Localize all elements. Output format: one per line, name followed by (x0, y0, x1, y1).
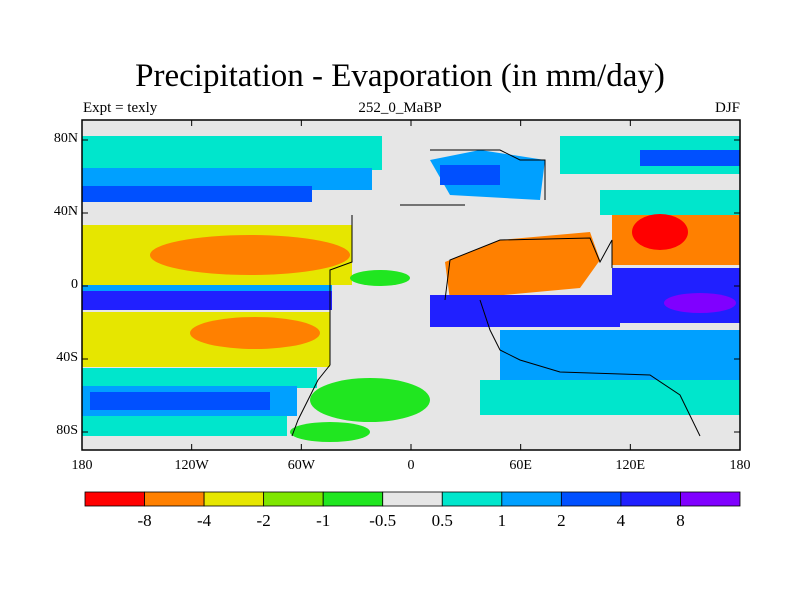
x-tick-label: 120E (615, 458, 646, 473)
coast-tethys-n (444, 237, 613, 301)
y-tick-label: 0 (71, 277, 78, 292)
blob-east-wet (632, 214, 688, 250)
field-left-ocean (82, 136, 382, 436)
blob-north-dry (150, 235, 350, 275)
colorbar-label: 2 (557, 511, 566, 530)
colorbar-label: 8 (676, 511, 685, 530)
colorbar-swatch (620, 491, 681, 507)
colorbar-swatch (322, 491, 384, 507)
colorbar-swatch (84, 491, 145, 507)
colorbar-label: 1 (497, 511, 507, 530)
period-label: 252_0_MaBP (358, 100, 442, 116)
field-south-land (290, 270, 430, 442)
blob-east-max (664, 293, 736, 313)
x-tick-label: 120W (174, 458, 209, 473)
colorbar-label: 4 (616, 511, 626, 530)
colorbar-swatch (382, 491, 443, 507)
y-tick-label: 40S (56, 350, 78, 365)
coast-north (400, 149, 546, 206)
colorbar-label: -8 (137, 511, 152, 530)
tethys-wet-band (430, 295, 620, 327)
y-tick-label: 80S (56, 423, 78, 438)
experiment-label: Expt = texly (83, 100, 158, 116)
coastlines (291, 149, 701, 437)
colorbar-swatch (144, 491, 205, 507)
colorbar-label: -1 (316, 511, 331, 530)
band-south-core (90, 392, 270, 410)
y-tick-label: 80N (53, 131, 78, 146)
field-tethys (430, 150, 620, 327)
patch-south-1 (310, 378, 430, 422)
band-south-subtropics (82, 368, 317, 388)
x-tick-label: 180 (729, 458, 751, 473)
band-east-south-polar (480, 380, 740, 415)
colorbar-swatch (680, 491, 741, 507)
band-north-subpolar (82, 136, 382, 170)
y-tick-label: 40N (53, 204, 78, 219)
colorbar-label: -4 (196, 511, 212, 530)
patch-south-2 (290, 422, 370, 442)
colorbar-swatch (263, 491, 324, 507)
band-north-midlat (82, 168, 372, 190)
blob-south-dry (190, 317, 320, 349)
colorbar-swatch (203, 491, 265, 507)
coast-west (291, 215, 353, 437)
coast-tethys-s (479, 299, 701, 437)
colorbar (84, 491, 741, 507)
band-east-south (500, 330, 740, 380)
map-plot (81, 119, 741, 451)
field-right-ocean (480, 136, 740, 415)
colorbar-swatch (501, 491, 562, 507)
x-tick-label: 60W (287, 458, 315, 473)
band-north-storm (82, 186, 312, 202)
patch-south-3 (350, 270, 410, 286)
colorbar-swatch (441, 491, 503, 507)
north-asia-core (440, 165, 500, 185)
band-east-mid (600, 190, 740, 215)
x-tick-label: 0 (407, 458, 415, 473)
band-itcz-edge (82, 285, 332, 291)
colorbar-label: -0.5 (369, 511, 397, 530)
colorbar-label: 0.5 (431, 511, 453, 530)
season-label: DJF (714, 100, 740, 116)
band-south-polar (82, 416, 287, 436)
tethys-north-dry (445, 232, 600, 300)
colorbar-swatch (560, 491, 622, 507)
chart-title: Precipitation - Evaporation (in mm/day) (135, 58, 665, 94)
band-east-north-core (640, 150, 740, 166)
band-itcz (82, 290, 332, 310)
axis-ticks (81, 120, 741, 450)
x-tick-label: 180 (71, 458, 93, 473)
x-tick-label: 60E (509, 458, 532, 473)
colorbar-label: -2 (256, 511, 271, 530)
